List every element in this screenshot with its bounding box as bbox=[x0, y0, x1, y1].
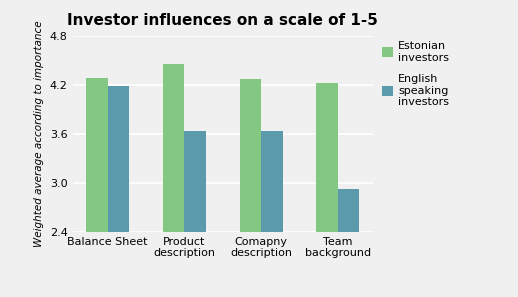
Bar bbox=[163, 64, 184, 297]
Bar bbox=[261, 131, 283, 297]
Bar bbox=[316, 83, 338, 297]
Bar bbox=[338, 189, 359, 297]
Bar bbox=[108, 86, 129, 297]
Y-axis label: Weighted average according to importance: Weighted average according to importance bbox=[34, 20, 44, 247]
Bar bbox=[240, 79, 261, 297]
Bar bbox=[86, 78, 108, 297]
Title: Investor influences on a scale of 1-5: Investor influences on a scale of 1-5 bbox=[67, 12, 378, 28]
Bar bbox=[184, 131, 206, 297]
Legend: Estonian
investors, English
speaking
investors: Estonian investors, English speaking inv… bbox=[382, 41, 449, 107]
